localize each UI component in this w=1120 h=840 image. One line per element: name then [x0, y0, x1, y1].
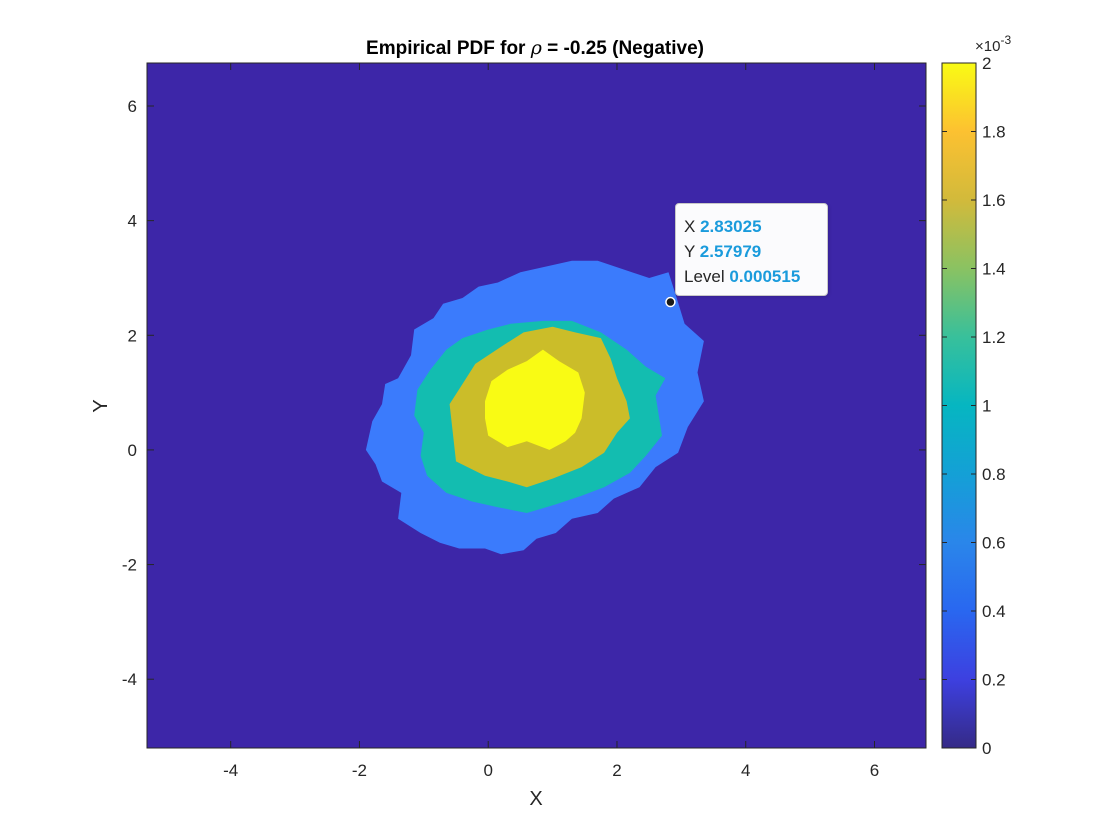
- x-axis-ticks: -4 -2 0 2 4 6: [223, 63, 879, 780]
- y-tick-label: 2: [128, 326, 137, 345]
- colorbar[interactable]: 0 0.2 0.4 0.6 0.8 1 1.2 1.4 1.6 1.8 2 ×10-3: [941, 33, 1011, 758]
- datatip-row-x: X 2.83025: [684, 217, 762, 236]
- datatip-level-value: 0.000515: [729, 267, 801, 286]
- colorbar-gradient: [941, 62, 977, 749]
- y-axis-ticks: -4 -2 0 2 4 6: [122, 97, 926, 689]
- colorbar-tick-label: 0.2: [982, 671, 1006, 690]
- colorbar-tick-label: 0.6: [982, 534, 1006, 553]
- plot-area[interactable]: -4 -2 0 2 4 6 -4 -2 0 2 4 6: [122, 62, 927, 780]
- x-axis-label: X: [529, 788, 542, 810]
- contour-level-4: [485, 349, 585, 450]
- datatip-row-y: Y 2.57979: [684, 242, 762, 261]
- colorbar-exponent: ×10-3: [975, 33, 1011, 55]
- colorbar-tick-label: 0.8: [982, 465, 1006, 484]
- colorbar-tick-label: 2: [982, 54, 991, 73]
- contour-fills: [365, 260, 704, 555]
- y-tick-label: 6: [128, 97, 137, 116]
- colorbar-tick-label: 1.6: [982, 191, 1006, 210]
- colorbar-tick-label: 1.4: [982, 260, 1006, 279]
- x-tick-label: -4: [223, 761, 238, 780]
- x-tick-label: 2: [612, 761, 621, 780]
- chart-title: Empirical PDF for ρ = -0.25 (Negative): [366, 37, 704, 59]
- colorbar-ticks: 0 0.2 0.4 0.6 0.8 1 1.2 1.4 1.6 1.8 2: [942, 54, 1006, 758]
- colorbar-tick-label: 1: [982, 397, 991, 416]
- datatip-y-value: 2.57979: [699, 242, 762, 261]
- datatip-marker[interactable]: [665, 296, 676, 308]
- colorbar-tick-label: 0: [982, 739, 991, 758]
- colorbar-tick-label: 1.2: [982, 328, 1006, 347]
- datatip[interactable]: X 2.83025 Y 2.57979 Level 0.000515: [675, 203, 828, 296]
- x-tick-label: 6: [870, 761, 879, 780]
- colorbar-tick-label: 0.4: [982, 602, 1006, 621]
- y-tick-label: -4: [122, 670, 137, 689]
- y-tick-label: 4: [128, 212, 137, 231]
- y-tick-label: 0: [128, 441, 137, 460]
- y-tick-label: -2: [122, 556, 137, 575]
- x-tick-label: 4: [741, 761, 750, 780]
- axes-box: [146, 62, 927, 749]
- y-axis-label: Y: [90, 399, 112, 412]
- datatip-row-level: Level 0.000515: [684, 267, 801, 286]
- x-tick-label: -2: [352, 761, 367, 780]
- datatip-x-value: 2.83025: [700, 217, 762, 236]
- x-tick-label: 0: [483, 761, 492, 780]
- colorbar-tick-label: 1.8: [982, 123, 1006, 142]
